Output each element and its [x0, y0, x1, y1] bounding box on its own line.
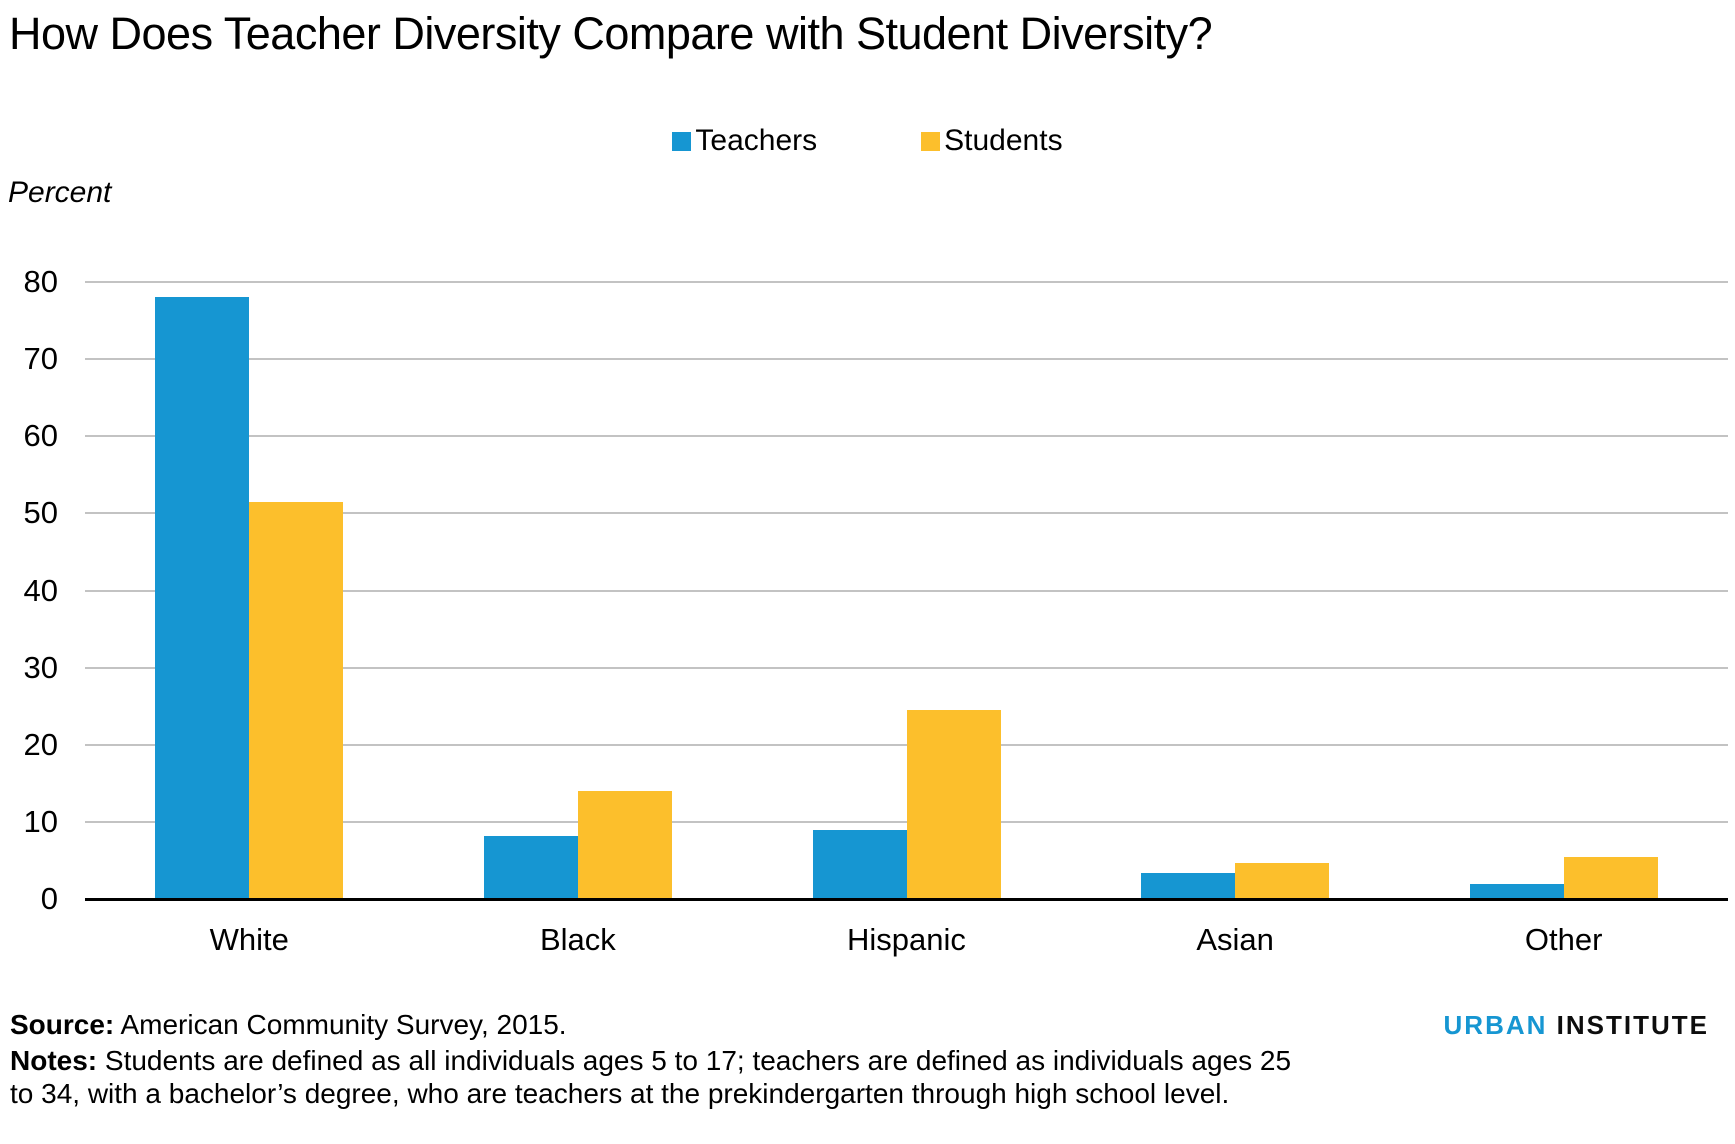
x-label-white: White: [209, 922, 289, 957]
x-label-other: Other: [1524, 922, 1603, 957]
bar-teachers-white: [155, 297, 250, 899]
y-tick-50: 50: [23, 495, 58, 531]
gridline-30: [85, 666, 1728, 669]
legend: Teachers Students: [0, 124, 1735, 158]
notes-line: Notes: Students are defined as all indiv…: [10, 1044, 1710, 1110]
logo-urban: URBAN: [1443, 1010, 1548, 1040]
x-axis-category-labels: White Black Hispanic Asian Other: [85, 922, 1728, 964]
urban-institute-logo: URBAN INSTITUTE: [1444, 1010, 1709, 1041]
bar-students-black: [577, 791, 672, 899]
bar-students-other: [1563, 856, 1658, 899]
legend-label-teachers: Teachers: [695, 124, 818, 157]
y-tick-70: 70: [23, 341, 58, 377]
gridline-80: [85, 281, 1728, 283]
gridline-40: [85, 589, 1728, 592]
gridline-70: [85, 358, 1728, 361]
gridline-50: [85, 512, 1728, 515]
y-tick-10: 10: [23, 803, 58, 839]
x-axis-line: [85, 898, 1728, 901]
notes-text: Students are defined as all individuals …: [10, 1045, 1292, 1109]
y-tick-0: 0: [40, 881, 58, 916]
bar-teachers-asian: [1141, 872, 1236, 899]
y-tick-60: 60: [23, 418, 58, 454]
bar-teachers-black: [483, 835, 578, 899]
bar-students-white: [249, 501, 344, 899]
bar-teachers-other: [1469, 883, 1564, 899]
x-label-black: Black: [539, 922, 616, 957]
y-tick-80: 80: [23, 264, 58, 299]
bar-students-asian: [1235, 862, 1330, 899]
x-label-hispanic: Hispanic: [847, 922, 966, 957]
source-line: Source: American Community Survey, 2015.: [10, 1008, 567, 1042]
y-axis-tick-labels: 0 10 20 30 40 50 60 70 80: [0, 264, 58, 916]
source-label: Source:: [10, 1009, 115, 1040]
source-text: American Community Survey, 2015.: [114, 1009, 567, 1040]
gridline-60: [85, 435, 1728, 438]
y-tick-40: 40: [23, 572, 58, 608]
y-axis-title: Percent: [8, 176, 112, 209]
legend-item-students: Students: [921, 124, 1063, 158]
legend-label-students: Students: [944, 124, 1063, 157]
x-label-asian: Asian: [1196, 922, 1274, 957]
notes-label: Notes:: [10, 1045, 98, 1076]
logo-institute: INSTITUTE: [1556, 1010, 1709, 1040]
y-tick-20: 20: [23, 726, 58, 762]
bar-teachers-hispanic: [812, 829, 907, 899]
students-swatch-icon: [921, 131, 941, 151]
plot-area: [85, 281, 1728, 901]
chart-title: How Does Teacher Diversity Compare with …: [9, 8, 1213, 59]
bar-students-hispanic: [906, 710, 1001, 899]
legend-item-teachers: Teachers: [672, 124, 817, 158]
y-tick-30: 30: [23, 649, 58, 685]
teachers-swatch-icon: [672, 131, 692, 151]
